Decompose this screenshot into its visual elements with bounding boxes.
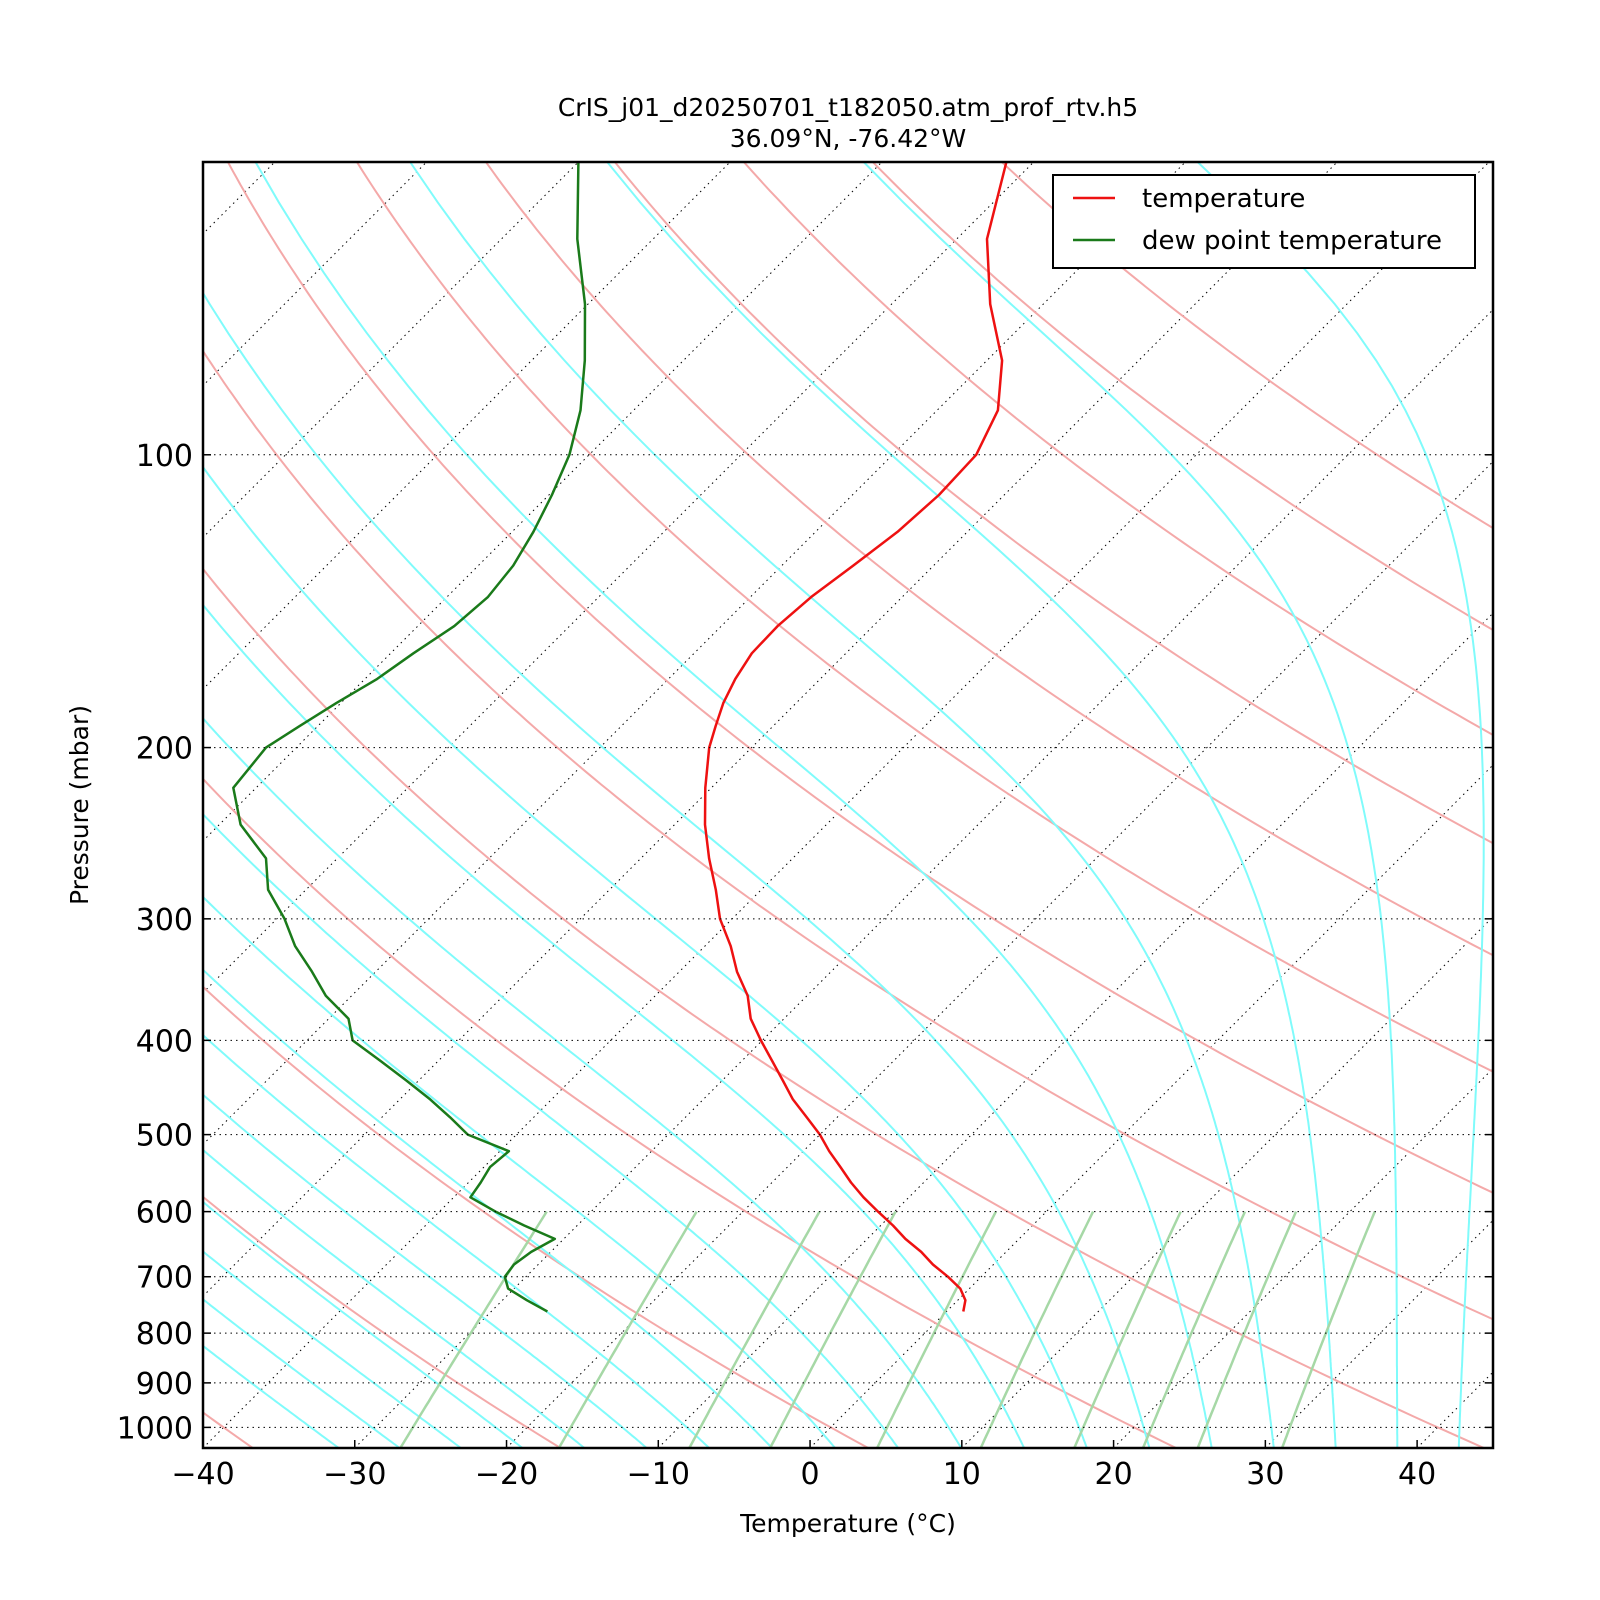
- chart-title: CrIS_j01_d20250701_t182050.atm_prof_rtv.…: [558, 93, 1138, 153]
- moist-adiabat-line: [203, 1148, 587, 1448]
- dry-adiabat-line: [613, 162, 1493, 845]
- dry-adiabat-line: [742, 162, 1493, 737]
- dry-adiabat-line: [484, 162, 1493, 957]
- moist-adiabat-line: [254, 162, 1213, 1448]
- x-tick-label: −40: [171, 1457, 234, 1492]
- x-tick-label: −10: [627, 1457, 690, 1492]
- legend-box: [1052, 174, 1476, 269]
- isotherm-line: [961, 916, 1493, 1448]
- isotherm-line: [0, 68, 217, 1468]
- x-tick-label: 0: [801, 1457, 820, 1492]
- dew-point-temperature-line: [232, 162, 587, 1313]
- moist-adiabat-line: [203, 716, 963, 1448]
- y-tick-label: 1000: [117, 1411, 193, 1446]
- isotherm-line: [203, 162, 1035, 994]
- moist-adiabat-line: [203, 1093, 649, 1448]
- x-tick-label: 20: [1094, 1457, 1132, 1492]
- plot-series-layer: [232, 162, 1008, 1313]
- dry-adiabat-line: [203, 567, 1487, 1448]
- y-axis-ticks: 100 200 300 400 500 600 700 800 900 1000: [117, 439, 1493, 1446]
- isotherm-line: [203, 162, 1338, 1297]
- moist-adiabat-line: [203, 1298, 402, 1448]
- temperature-line: [703, 162, 1008, 1312]
- legend-label: dew point temperature: [1142, 226, 1442, 256]
- isotherm-line: [203, 162, 883, 842]
- dry-adiabat-line: [226, 162, 1493, 1194]
- isotherm-line: [0, 68, 66, 1468]
- dry-adiabat-line: [1000, 162, 1493, 530]
- dry-adiabat-line: [203, 985, 871, 1448]
- y-tick-label: 700: [136, 1261, 193, 1296]
- y-tick-label: 400: [136, 1024, 193, 1059]
- plot-background-lines: [0, 68, 1600, 1468]
- y-tick-label: 500: [136, 1119, 193, 1154]
- x-tick-label: 10: [943, 1457, 981, 1492]
- moist-adiabat-line: [203, 1033, 711, 1448]
- moist-adiabat-line: [203, 465, 1088, 1448]
- moist-adiabat-line: [862, 162, 1399, 1448]
- mixing-ratio-line: [557, 1210, 698, 1448]
- moist-adiabat-line: [203, 603, 1026, 1448]
- y-tick-label: 100: [136, 439, 193, 474]
- mixing-ratio-line: [979, 1211, 1095, 1448]
- mixing-ratio-line: [1196, 1211, 1298, 1448]
- plot-frame: [201, 160, 1495, 1450]
- isotherm-line: [1112, 1067, 1493, 1448]
- moist-adiabat-line: [203, 812, 900, 1448]
- chart-title-text: CrIS_j01_d20250701_t182050.atm_prof_rtv.…: [558, 93, 1138, 122]
- mixing-ratio-line: [687, 1210, 821, 1448]
- dry-adiabat-line: [203, 777, 1179, 1448]
- y-tick-label: 600: [136, 1196, 193, 1231]
- y-tick-label: 800: [136, 1317, 193, 1352]
- y-tick-label: 900: [136, 1367, 193, 1402]
- x-axis-label: Temperature (°C): [739, 1509, 956, 1538]
- moist-adiabat-line: [605, 162, 1337, 1448]
- dry-adiabat-line: [203, 349, 1493, 1321]
- x-tick-label: −30: [323, 1457, 386, 1492]
- x-tick-label: −20: [475, 1457, 538, 1492]
- x-tick-label: 40: [1398, 1457, 1436, 1492]
- isotherm-line: [203, 162, 731, 690]
- legend: temperature dew point temperature: [1052, 174, 1476, 269]
- moist-adiabat-line: [203, 1344, 341, 1448]
- moist-adiabat-line: [203, 895, 837, 1448]
- chart-subtitle-text: 36.09°N, -76.42°W: [730, 124, 966, 153]
- mixing-ratio-line: [768, 1211, 897, 1448]
- mixing-ratio-line: [1280, 1211, 1376, 1448]
- y-axis-label: Pressure (mbar): [65, 705, 94, 905]
- isotherm-line: [505, 460, 1493, 1448]
- isotherm-line: [203, 162, 1490, 1448]
- mixing-ratio-line: [875, 1211, 998, 1448]
- moist-adiabat-line: [203, 1250, 463, 1448]
- dry-adiabat-line: [203, 1195, 563, 1448]
- mixing-ratio-line: [1141, 1211, 1247, 1448]
- y-tick-label: 200: [136, 732, 193, 767]
- dry-adiabat-line: [203, 1411, 255, 1448]
- moist-adiabat-line: [1196, 162, 1485, 1448]
- dry-adiabat-line: [355, 162, 1493, 1073]
- isotherm-line: [809, 764, 1493, 1448]
- moist-adiabat-line: [203, 968, 774, 1448]
- mixing-ratio-line: [1072, 1211, 1182, 1448]
- moist-adiabat-line: [203, 1200, 525, 1448]
- moist-adiabat-line: [408, 162, 1275, 1448]
- y-tick-label: 300: [136, 903, 193, 938]
- pressure-grid: [203, 454, 1493, 1428]
- isotherm-line: [1264, 1219, 1493, 1448]
- x-tick-label: 30: [1246, 1457, 1284, 1492]
- x-axis-ticks: −40 −30 −20 −10 0 10 20 30 40: [171, 1440, 1436, 1492]
- isotherm-line: [1416, 1371, 1493, 1448]
- isotherm-line: [203, 162, 276, 235]
- legend-label: temperature: [1142, 184, 1305, 214]
- dry-adiabat-line: [871, 162, 1493, 632]
- isotherm-line: [203, 162, 1187, 1146]
- isotherm-line: [1549, 68, 1600, 1468]
- moist-adiabat-line: [203, 291, 1151, 1448]
